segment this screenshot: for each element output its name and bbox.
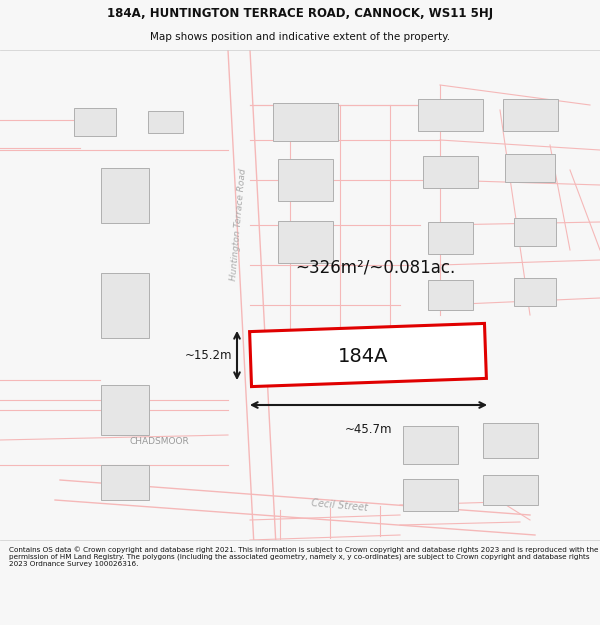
Polygon shape [427, 280, 473, 310]
Polygon shape [272, 103, 337, 141]
Polygon shape [422, 156, 478, 188]
Polygon shape [250, 323, 487, 387]
Polygon shape [503, 99, 557, 131]
Polygon shape [101, 385, 149, 435]
Polygon shape [403, 479, 458, 511]
Polygon shape [277, 159, 332, 201]
Polygon shape [482, 422, 538, 457]
Text: ~45.7m: ~45.7m [345, 423, 392, 436]
Text: Map shows position and indicative extent of the property.: Map shows position and indicative extent… [150, 32, 450, 42]
Text: CHADSMOOR: CHADSMOOR [130, 438, 190, 446]
Polygon shape [148, 111, 182, 133]
Polygon shape [101, 272, 149, 338]
Polygon shape [101, 168, 149, 222]
Polygon shape [505, 154, 555, 182]
Text: 184A: 184A [338, 348, 388, 366]
Polygon shape [482, 475, 538, 505]
Polygon shape [403, 426, 458, 464]
Polygon shape [418, 99, 482, 131]
Text: ~15.2m: ~15.2m [185, 349, 232, 362]
Text: 184A, HUNTINGTON TERRACE ROAD, CANNOCK, WS11 5HJ: 184A, HUNTINGTON TERRACE ROAD, CANNOCK, … [107, 8, 493, 21]
Text: Huntington Terrace Road: Huntington Terrace Road [229, 169, 247, 281]
Polygon shape [101, 464, 149, 499]
Polygon shape [277, 221, 332, 263]
Text: Cecil Street: Cecil Street [311, 498, 369, 512]
Polygon shape [514, 278, 556, 306]
Text: Contains OS data © Crown copyright and database right 2021. This information is : Contains OS data © Crown copyright and d… [9, 546, 599, 567]
Polygon shape [514, 218, 556, 246]
Polygon shape [427, 222, 473, 254]
Polygon shape [74, 108, 116, 136]
Text: ~326m²/~0.081ac.: ~326m²/~0.081ac. [295, 259, 455, 277]
